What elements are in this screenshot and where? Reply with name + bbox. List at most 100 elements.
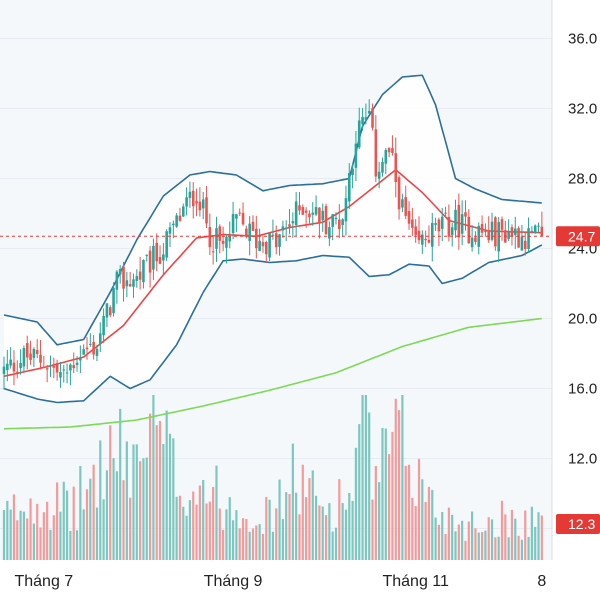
volume-bar — [139, 461, 142, 560]
candle-body — [264, 241, 268, 255]
volume-bar — [175, 496, 178, 560]
candle — [125, 271, 129, 298]
candle-body — [235, 214, 238, 219]
candle — [108, 305, 112, 318]
candle — [6, 349, 9, 382]
volume-bar — [427, 486, 431, 560]
volume-bar — [148, 413, 152, 560]
volume-bar — [364, 395, 367, 560]
volume-bar — [437, 524, 441, 560]
volume-bar — [241, 518, 245, 560]
candle — [434, 217, 437, 231]
volume-bar — [129, 497, 132, 560]
volume-bar — [497, 536, 500, 560]
candle-body — [354, 143, 358, 168]
volume-bar — [26, 518, 29, 560]
candle-body — [205, 197, 208, 224]
candle-body — [494, 217, 497, 247]
candle-body — [122, 266, 125, 289]
candle-body — [168, 227, 172, 234]
candle — [517, 226, 520, 248]
candle — [92, 335, 95, 360]
candle — [52, 357, 56, 379]
y-tick-label: 20.0 — [568, 311, 597, 328]
volume-bar — [85, 489, 89, 560]
candle — [2, 356, 6, 390]
candle-body — [32, 349, 36, 358]
candle — [185, 187, 188, 216]
candle-body — [82, 349, 85, 355]
candle — [450, 222, 454, 247]
candle — [291, 212, 295, 238]
candle-body — [92, 342, 95, 355]
candle — [467, 209, 471, 244]
candle-body — [460, 214, 464, 234]
candle-body — [45, 368, 49, 370]
volume-bar — [192, 491, 195, 560]
volume-bar — [132, 444, 135, 560]
candle-body — [225, 236, 228, 248]
volume-bar — [451, 514, 454, 560]
candle-body — [457, 204, 461, 238]
volume-bar — [417, 458, 421, 560]
candle-body — [401, 199, 404, 208]
candle — [321, 203, 325, 232]
candle-body — [75, 362, 79, 365]
candle-body — [9, 359, 12, 366]
candle-body — [324, 206, 328, 235]
volume-bar — [92, 464, 95, 560]
candle-body — [298, 205, 301, 211]
candle — [533, 224, 537, 234]
y-tick-label: 32.0 — [568, 101, 597, 118]
candle — [191, 182, 195, 219]
volume-bar — [182, 506, 185, 560]
candle — [172, 220, 175, 239]
candle — [72, 352, 76, 374]
candle — [142, 259, 145, 289]
volume-bar — [318, 505, 321, 560]
candle — [364, 103, 368, 125]
candle — [530, 226, 534, 234]
candle-body — [241, 212, 245, 225]
volume-bar — [348, 492, 351, 560]
candle — [288, 209, 291, 235]
volume-bar — [36, 503, 39, 560]
candle — [454, 199, 457, 238]
candle — [301, 204, 305, 215]
candle — [241, 202, 245, 226]
candle — [474, 231, 477, 245]
candle — [19, 349, 22, 375]
candle — [122, 261, 125, 302]
volume-bar — [424, 501, 427, 560]
volume-bar — [371, 499, 374, 560]
candle — [381, 157, 384, 177]
candle — [407, 201, 411, 230]
volume-bar — [314, 495, 318, 560]
candle — [274, 225, 278, 255]
candle — [205, 186, 208, 228]
volume-bar — [461, 520, 464, 560]
candle-body — [540, 226, 544, 237]
volume-bar — [321, 506, 324, 560]
volume-bar — [95, 507, 99, 560]
candle-body — [145, 254, 149, 256]
plot-area — [0, 0, 552, 560]
candle — [351, 163, 354, 189]
candle — [85, 336, 89, 360]
volume-bar — [444, 533, 447, 560]
candle-body — [434, 223, 437, 225]
volume-bar — [231, 520, 235, 560]
volume-bar — [295, 492, 298, 560]
candle — [520, 224, 524, 251]
candle — [470, 225, 474, 252]
y-tick-label: 16.0 — [568, 381, 597, 398]
volume-bar — [59, 511, 62, 560]
candle — [138, 256, 142, 290]
candle-body — [69, 364, 72, 371]
candle — [510, 224, 514, 246]
axes: 36.032.028.024.020.016.012.08.0024.712.3… — [14, 0, 600, 590]
volume-bar — [500, 500, 504, 560]
candle-body — [231, 214, 235, 234]
candle-body — [338, 219, 341, 229]
